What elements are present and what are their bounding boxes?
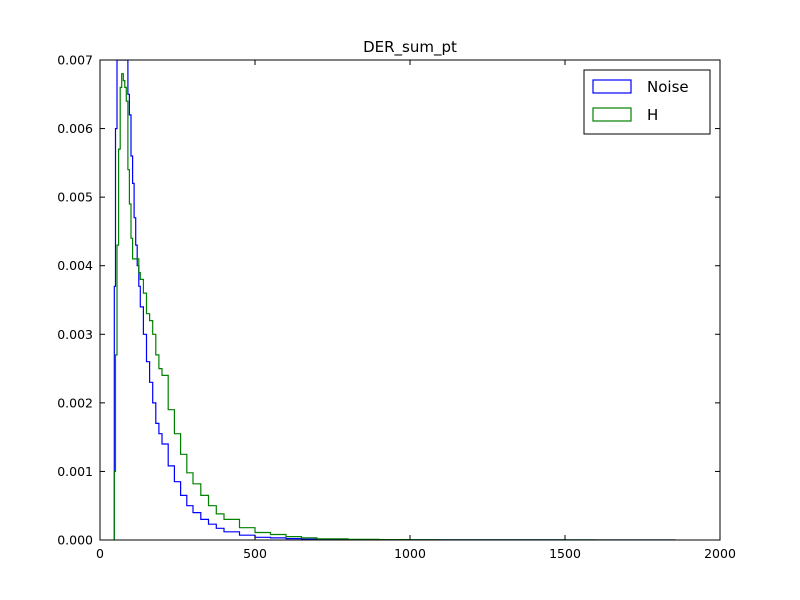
legend-label-noise: Noise [647, 78, 689, 96]
legend-swatch-noise [592, 79, 632, 94]
y-tick-label: 0.002 [57, 395, 93, 410]
y-tick-label: 0.000 [57, 533, 93, 548]
x-tick-label: 2000 [704, 546, 736, 561]
y-tick-label: 0.001 [57, 464, 93, 479]
legend-box [583, 69, 711, 135]
axes-frame [99, 59, 721, 541]
x-tick-label: 1500 [549, 546, 581, 561]
x-tick-label: 500 [243, 546, 267, 561]
x-axis-ticks: 0 500 1000 1500 2000 [96, 60, 736, 561]
x-tick-label: 0 [96, 546, 104, 561]
y-tick-label: 0.007 [57, 53, 93, 68]
legend-swatch-h [592, 107, 632, 122]
y-tick-label: 0.006 [57, 121, 93, 136]
y-tick-label: 0.003 [57, 327, 93, 342]
legend-label-h: H [647, 106, 658, 124]
y-tick-label: 0.005 [57, 190, 93, 205]
y-tick-label: 0.004 [57, 258, 93, 273]
series-line-h [113, 73, 676, 540]
legend: Noise H [583, 69, 711, 135]
chart-title: DER_sum_pt [363, 38, 457, 57]
x-tick-label: 1000 [394, 546, 426, 561]
